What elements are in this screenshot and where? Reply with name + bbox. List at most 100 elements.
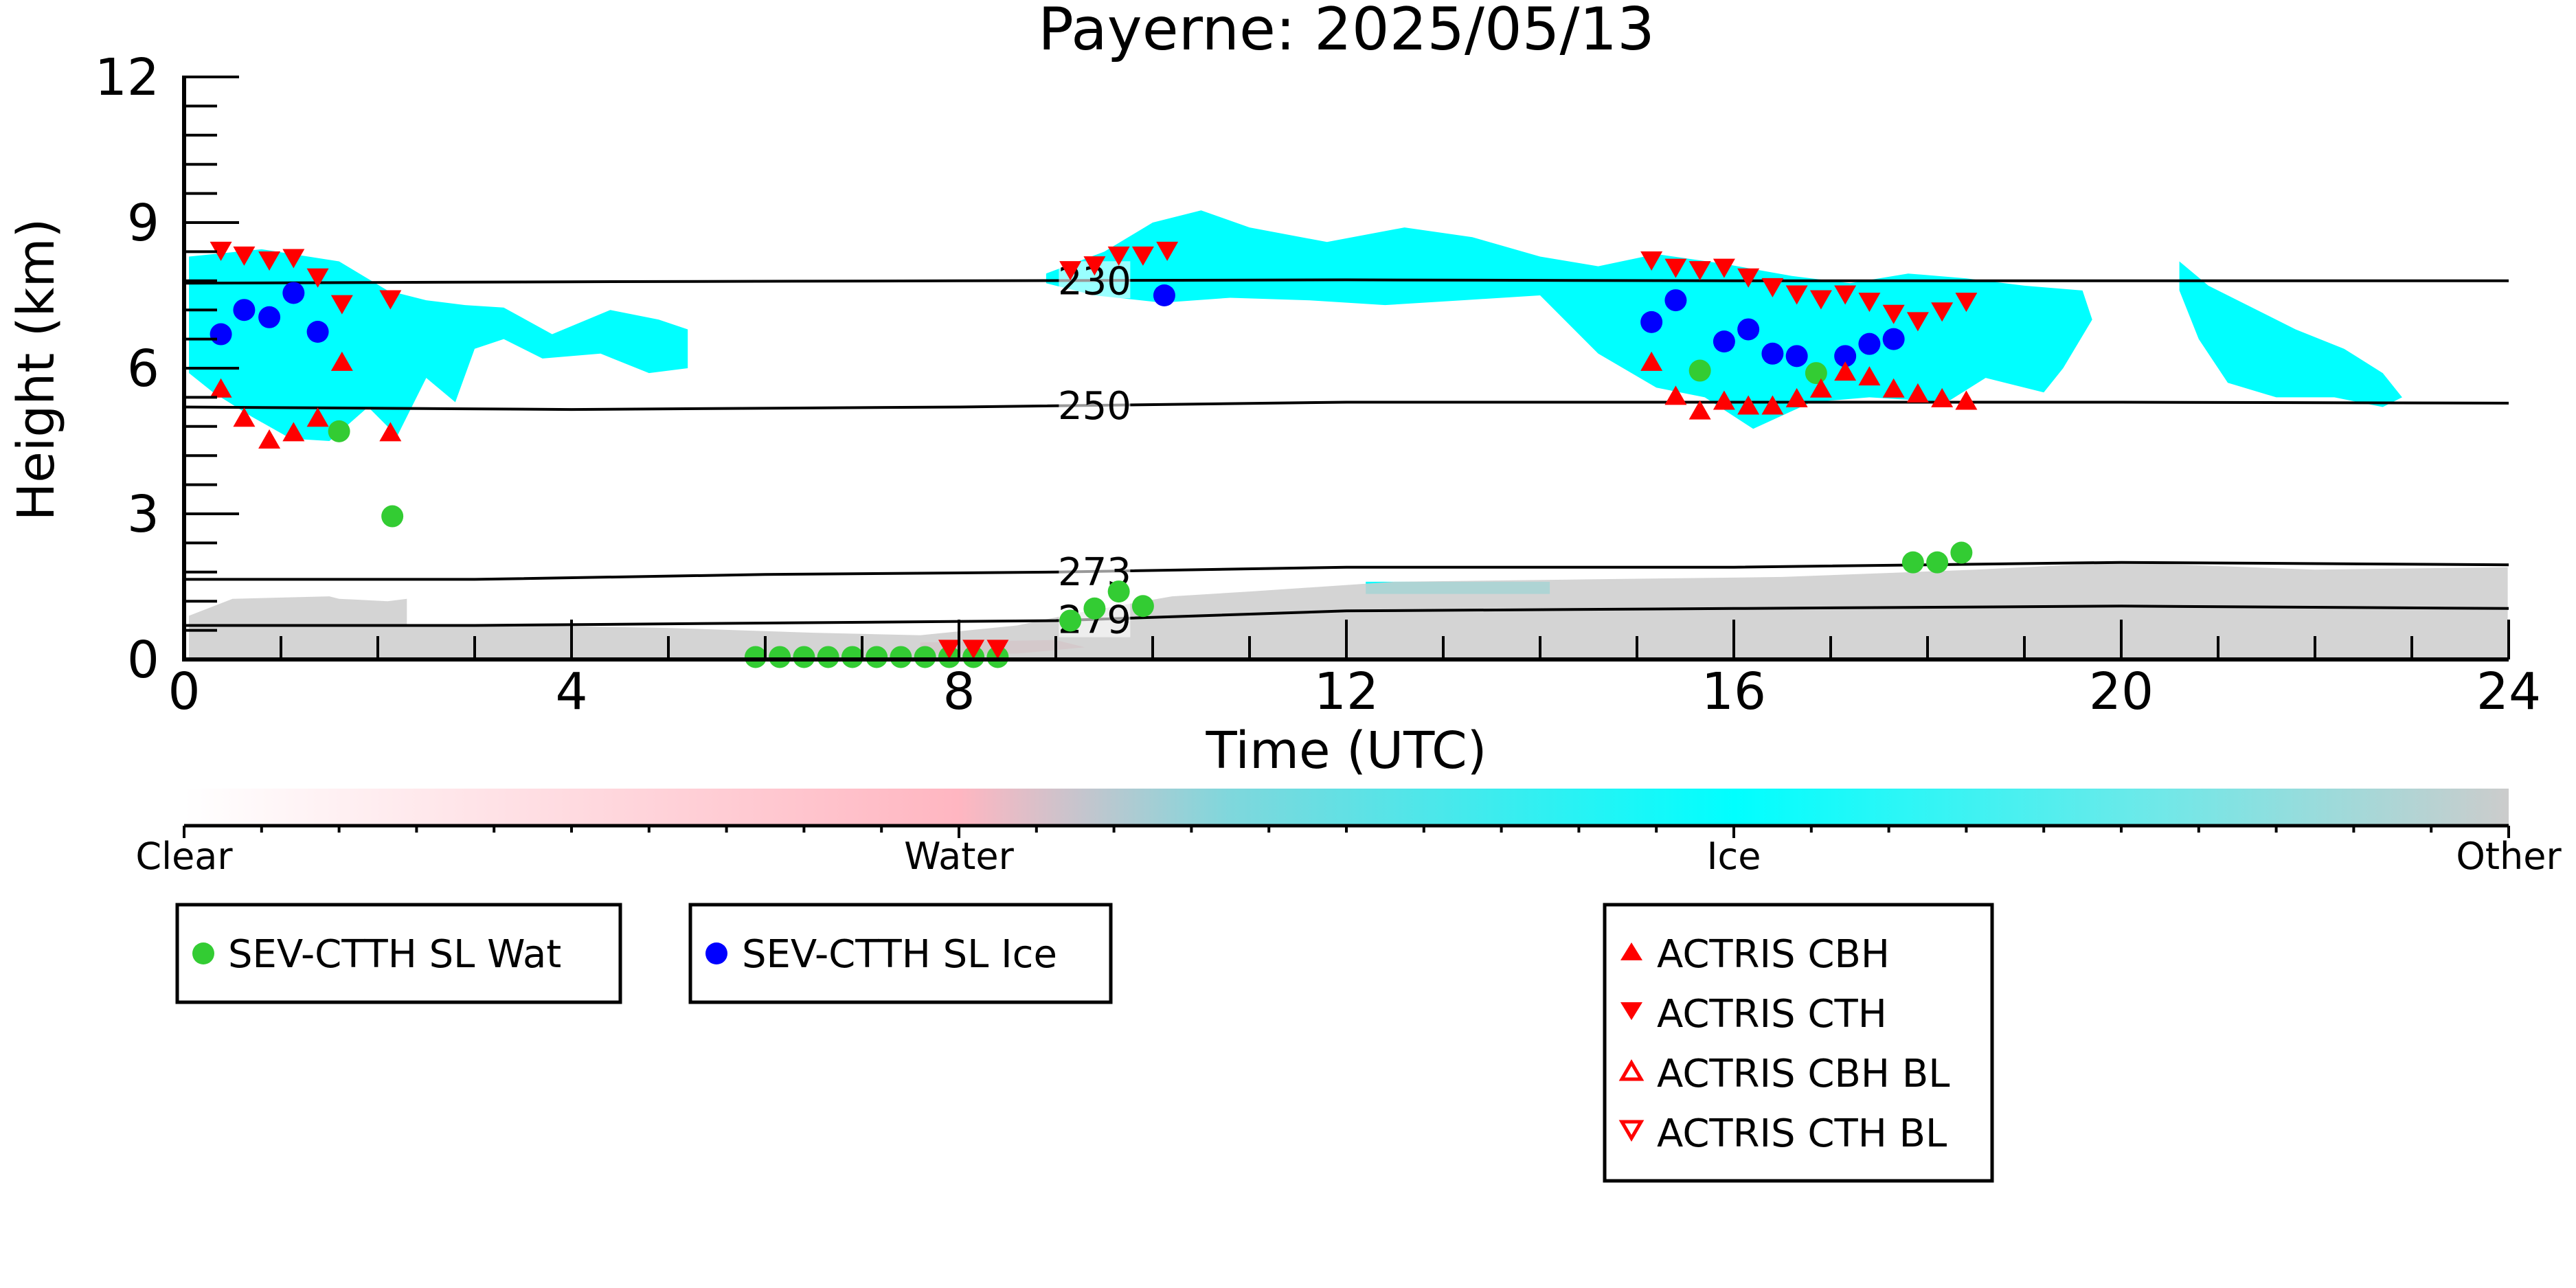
marker-actris-cth	[1906, 312, 1929, 332]
y-tick-label: 6	[127, 339, 159, 398]
marker-sev-ctth-sl-wat	[1805, 362, 1827, 385]
isotherm-line-250	[184, 400, 2509, 411]
marker-actris-cbh	[282, 422, 305, 442]
marker-actris-cbh	[1640, 351, 1663, 371]
marker-sev-ctth-sl-wat	[1901, 551, 1924, 574]
marker-sev-ctth-sl-wat	[914, 646, 936, 668]
marker-actris-cth	[1156, 241, 1179, 261]
x-tick-label: 0	[168, 662, 200, 721]
marker-actris-cth	[986, 640, 1009, 659]
marker-sev-ctth-sl-ice	[1761, 342, 1784, 365]
plot-area	[184, 210, 2509, 659]
marker-actris-cbh	[233, 407, 256, 427]
marker-actris-cth	[306, 268, 329, 288]
colorbar-label-water: Water	[904, 835, 1014, 878]
legend-right-frame	[1603, 903, 1994, 1183]
cloud-region-ice	[1046, 210, 2092, 429]
marker-sev-ctth-sl-wat	[744, 646, 767, 668]
marker-actris-cbh	[258, 429, 281, 449]
marker-sev-ctth-sl-wat	[841, 646, 863, 668]
marker-actris-cbh	[306, 407, 329, 427]
marker-sev-ctth-sl-wat	[1131, 595, 1154, 618]
marker-actris-cth	[1059, 261, 1082, 281]
legend-middle: SEV-CTTH SL Ice	[688, 903, 1113, 1004]
x-tick-label: 20	[2089, 662, 2154, 721]
marker-sev-ctth-sl-wat	[381, 505, 404, 528]
marker-sev-ctth-sl-wat	[817, 646, 839, 668]
legend-cbh-marker	[1620, 942, 1642, 960]
legend-wat-label: SEV-CTTH SL Wat	[228, 932, 561, 977]
legend-cth-bl-label: ACTRIS CTH BL	[1657, 1111, 1947, 1156]
marker-actris-cbh	[210, 378, 232, 398]
marker-sev-ctth-sl-wat	[1059, 609, 1082, 632]
marker-actris-cth	[1955, 293, 1978, 313]
legend-cbh-bl-label: ACTRIS CBH BL	[1657, 1052, 1950, 1096]
marker-actris-cbh	[1955, 390, 1978, 410]
marker-actris-cth	[1737, 268, 1760, 288]
legend-left: SEV-CTTH SL Wat	[175, 903, 622, 1004]
marker-sev-ctth-sl-wat	[866, 646, 888, 668]
marker-actris-cth	[1809, 290, 1832, 310]
colorbar-gradient	[184, 789, 2509, 826]
data-markers	[210, 241, 1978, 668]
cloud-region-ice	[189, 249, 688, 441]
marker-sev-ctth-sl-ice	[1785, 345, 1808, 368]
marker-sev-ctth-sl-ice	[1153, 284, 1175, 306]
isotherm-line-230	[184, 278, 2509, 285]
marker-actris-cbh	[1882, 378, 1905, 398]
marker-actris-cbh	[1785, 387, 1808, 407]
marker-actris-cbh	[1761, 395, 1784, 415]
marker-actris-cth	[1834, 285, 1857, 305]
marker-actris-cbh	[1664, 385, 1687, 405]
marker-actris-cbh	[1834, 361, 1857, 381]
legend-cbh-bl-marker	[1618, 1059, 1645, 1081]
y-tick-label: 3	[127, 485, 159, 544]
marker-sev-ctth-sl-wat	[890, 646, 912, 668]
marker-sev-ctth-sl-wat	[769, 646, 791, 668]
marker-sev-ctth-sl-ice	[1858, 332, 1881, 355]
legend-ice-marker	[705, 942, 727, 964]
marker-actris-cth	[1882, 304, 1905, 324]
x-axis-label: Time (UTC)	[1205, 721, 1487, 780]
isotherm-line-279	[184, 605, 2509, 627]
y-tick-label: 0	[127, 631, 159, 690]
marker-sev-ctth-sl-ice	[1713, 330, 1735, 353]
y-axis-label: Height (km)	[7, 218, 66, 521]
colorbar: Clear Water Ice Other	[135, 789, 2562, 878]
axes: 0 4 8 12 16 20 24 0 3 6 9 12	[95, 48, 2541, 721]
marker-actris-cth	[1785, 285, 1808, 305]
x-tick-label: 24	[2476, 662, 2541, 721]
isotherm-lines	[184, 278, 2509, 627]
marker-sev-ctth-sl-ice	[1882, 328, 1905, 350]
marker-sev-ctth-sl-ice	[1640, 310, 1663, 333]
marker-sev-ctth-sl-wat	[793, 646, 815, 668]
marker-sev-ctth-sl-ice	[258, 306, 281, 328]
x-tick-label: 16	[1702, 662, 1766, 721]
marker-actris-cth	[233, 246, 256, 266]
marker-actris-cth	[1688, 261, 1711, 281]
marker-sev-ctth-sl-wat	[1688, 359, 1711, 382]
x-ticks: 0 4 8 12 16 20 24	[168, 620, 2541, 721]
marker-actris-cth	[1107, 246, 1130, 266]
marker-actris-cth	[210, 241, 232, 261]
marker-sev-ctth-sl-wat	[328, 420, 350, 442]
isotherm-label-250: 250	[1058, 384, 1131, 429]
y-ticks: 0 3 6 9 12	[95, 48, 239, 690]
marker-sev-ctth-sl-ice	[1834, 345, 1857, 368]
marker-actris-cbh	[330, 351, 353, 371]
isotherm-line-273	[184, 561, 2509, 581]
marker-actris-cbh	[1931, 387, 1954, 407]
y-tick-label: 12	[95, 48, 159, 107]
marker-actris-cth	[1131, 246, 1154, 266]
marker-actris-cth	[1713, 258, 1735, 278]
marker-actris-cth	[1664, 258, 1687, 278]
marker-sev-ctth-sl-ice	[306, 321, 329, 343]
marker-sev-ctth-sl-ice	[282, 282, 305, 304]
marker-sev-ctth-sl-wat	[1107, 580, 1130, 603]
legend-cbh-label: ACTRIS CBH	[1657, 932, 1890, 977]
legend-cth-marker	[1620, 1002, 1642, 1020]
marker-actris-cth	[938, 640, 960, 659]
marker-actris-cbh	[1688, 400, 1711, 420]
